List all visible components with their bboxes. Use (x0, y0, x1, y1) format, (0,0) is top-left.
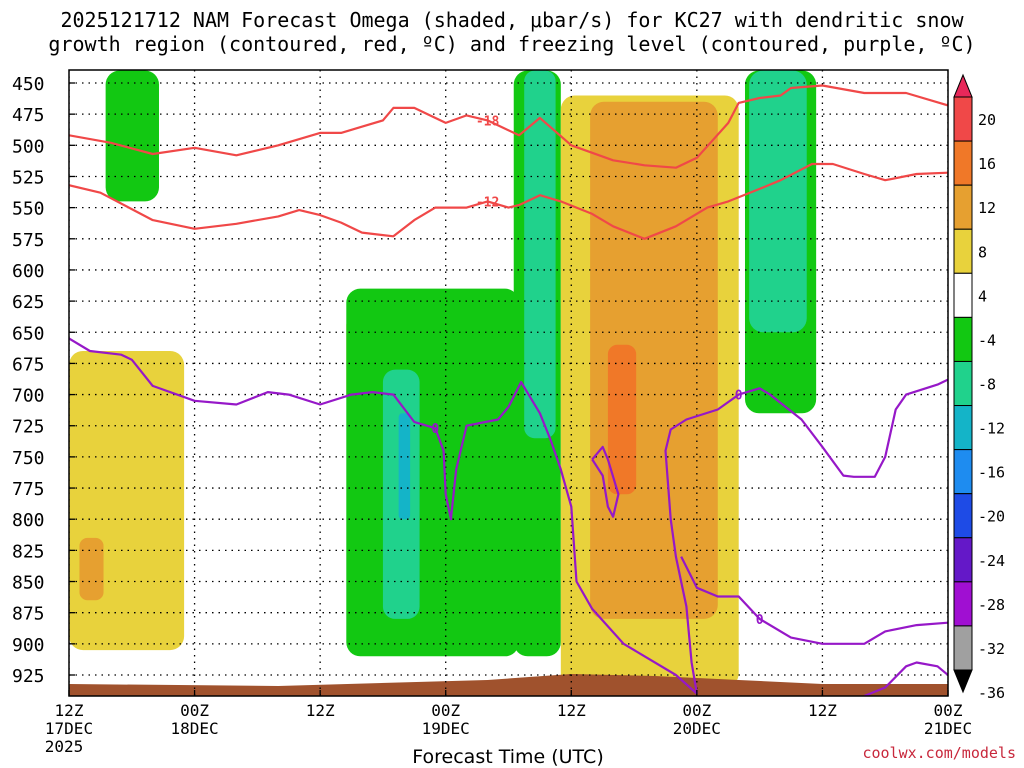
contour-label: 0 (756, 613, 764, 628)
colorbar-swatch (953, 625, 973, 671)
x-tick-label: 17DEC (45, 719, 93, 738)
omega-region-6 (398, 413, 411, 520)
y-tick-label: 700 (12, 386, 45, 407)
colorbar-label: -24 (978, 552, 1005, 570)
colorbar-top-arrow (953, 73, 973, 98)
contour-line-5 (680, 556, 948, 645)
colorbar-label: 20 (978, 111, 996, 129)
colorbar-swatch (953, 316, 973, 362)
colorbar-label: -32 (978, 640, 1005, 658)
x-tick-label: 18DEC (170, 719, 218, 738)
colorbar-swatch (953, 360, 973, 407)
colorbar-label: 8 (978, 243, 987, 261)
omega-region-13 (749, 70, 807, 333)
y-tick-label: 625 (12, 292, 45, 313)
y-tick-label: 875 (12, 604, 45, 625)
colorbar-swatch (953, 493, 973, 539)
x-tick-label: 2025 (45, 737, 84, 756)
contour-line-0 (69, 84, 948, 169)
chart-title-line1: 2025121712 NAM Forecast Omega (shaded, μ… (60, 8, 964, 32)
omega-region-2 (79, 537, 104, 601)
y-tick-label: 575 (12, 230, 45, 251)
y-tick-label: 675 (12, 354, 45, 375)
x-tick-label: 20DEC (673, 719, 721, 738)
x-tick-label: 12Z (557, 701, 586, 720)
y-tick-label: 900 (12, 635, 45, 656)
y-tick-label: 600 (12, 261, 45, 282)
chart-title-line2: growth region (contoured, red, ºC) and f… (48, 32, 976, 56)
terrain-band (69, 674, 948, 696)
y-tick-label: 925 (12, 666, 45, 687)
y-tick-label: 475 (12, 105, 45, 126)
contour-label: 0 (735, 389, 743, 404)
colorbar-swatch (953, 405, 973, 451)
contour-line-6 (863, 661, 948, 696)
colorbar-swatch (953, 140, 973, 186)
colorbar-label: -12 (978, 420, 1005, 438)
y-tick-label: 550 (12, 199, 45, 220)
x-tick-label: 00Z (431, 701, 460, 720)
omega-region-4 (346, 288, 519, 657)
x-tick-label: 00Z (682, 701, 711, 720)
y-tick-label: 750 (12, 448, 45, 469)
credit-link[interactable]: coolwx.com/models (862, 744, 1016, 762)
colorbar-bottom-arrow (953, 669, 973, 694)
contour-label: -12 (476, 195, 499, 210)
plot-area: -18 -12 0 0 0 (69, 70, 948, 696)
plot-frame (68, 69, 949, 697)
x-tick-label: 21DEC (924, 719, 972, 738)
y-tick-label: 775 (12, 479, 45, 500)
y-tick-label: 825 (12, 541, 45, 562)
colorbar-swatch (953, 184, 973, 230)
x-tick-label: 19DEC (422, 719, 470, 738)
x-axis-title: Forecast Time (UTC) (412, 746, 603, 768)
omega-region-0 (105, 70, 159, 202)
y-tick-label: 525 (12, 167, 45, 188)
colorbar-label: 16 (978, 155, 996, 173)
colorbar-label: 4 (978, 287, 987, 305)
omega-region-8 (524, 70, 556, 439)
colorbar-label: -36 (978, 684, 1005, 702)
colorbar-label: -28 (978, 596, 1005, 614)
x-tick-label: 12Z (808, 701, 837, 720)
x-tick-label: 12Z (55, 701, 84, 720)
omega-region-1 (69, 350, 185, 651)
contour-line-3 (591, 445, 620, 518)
colorbar-swatch (953, 272, 973, 318)
y-tick-label: 650 (12, 323, 45, 344)
y-tick-label: 800 (12, 510, 45, 531)
contour-label: 0 (431, 422, 439, 437)
contour-line-2 (69, 337, 698, 695)
colorbar-swatch (953, 537, 973, 583)
colorbar-label: -20 (978, 508, 1005, 526)
colorbar-swatch (953, 96, 973, 142)
y-tick-label: 450 (12, 74, 45, 95)
x-tick-label: 12Z (306, 701, 335, 720)
colorbar-label: -8 (978, 376, 996, 394)
x-tick-label: 00Z (934, 701, 963, 720)
contour-label: -18 (476, 114, 500, 129)
colorbar-swatch (953, 449, 973, 495)
y-tick-label: 725 (12, 417, 45, 438)
y-tick-label: 500 (12, 136, 45, 157)
contour-line-1 (69, 162, 948, 240)
x-tick-label: 00Z (180, 701, 209, 720)
contour-line-4 (664, 378, 948, 694)
y-tick-label: 850 (12, 573, 45, 594)
colorbar-label: -16 (978, 464, 1005, 482)
colorbar-label: -4 (978, 331, 996, 349)
colorbar-swatch (953, 228, 973, 274)
colorbar-swatch (953, 581, 973, 627)
colorbar-label: 12 (978, 199, 996, 217)
